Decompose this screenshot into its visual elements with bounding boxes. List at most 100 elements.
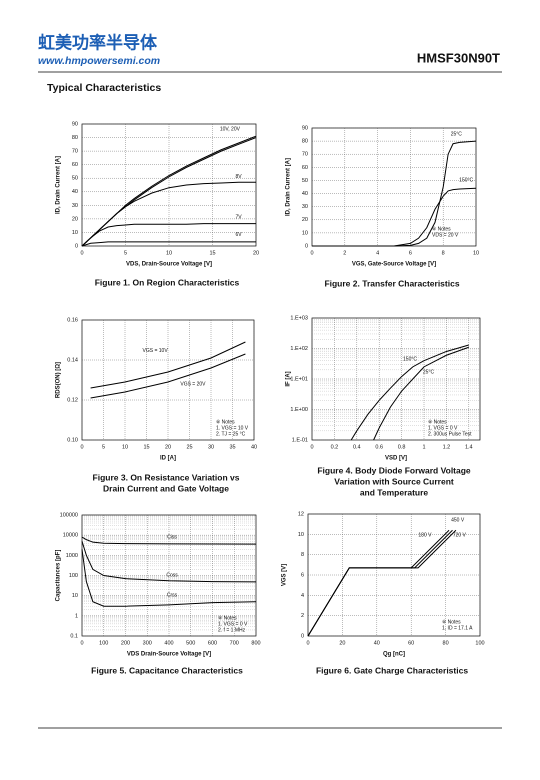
y-tick-label: 1000 [66,553,78,559]
y-tick-label: 60 [72,162,78,168]
y-tick-label: 70 [72,149,78,155]
x-tick-label: 10 [166,250,172,256]
note: 2. f = 1 MHz [218,627,246,633]
y-tick-label: 1.E+00 [290,407,308,413]
x-tick-label: 100 [475,640,484,646]
y-tick-label: 10000 [63,533,78,539]
x-tick-label: 0.4 [353,444,361,450]
figure-caption: Variation with Source Current [334,476,454,486]
plot-area [311,127,477,247]
chart: 0 2 4 6 8 10 12 0 20 40 60 80 100 Qg [nC] VGS [V] 180 V… [282,511,485,675]
y-tick-label: 6 [301,572,304,578]
chart: 0 10 20 30 40 50 60 70 80 90 0 2 4 6 8 10 VGS, Gate-Sour… [286,125,479,288]
y-tick-label: 8 [301,552,304,558]
y-tick-label: 10 [298,532,304,538]
note: VDS = 20 V [432,232,459,238]
x-tick-label: 5 [102,444,105,450]
x-tick-label: 1 [422,444,425,450]
y-tick-label: 40 [302,191,308,197]
y-tick-label: 1.E+01 [290,376,308,382]
series-label: 720 V [453,533,467,539]
series-label: 150°C [459,177,473,183]
x-tick-label: 40 [374,640,380,646]
series-label: VGS = 10V [143,348,169,354]
note: ※ Notes [428,419,447,425]
x-axis-label: VGS, Gate-Source Voltage [V] [352,262,436,268]
y-axis-label: ID, Drain Current [A] [56,156,62,214]
y-tick-label: 50 [72,176,78,182]
x-tick-label: 40 [251,444,257,450]
x-tick-label: 4 [376,250,379,256]
x-tick-label: 0 [80,640,83,646]
y-tick-label: 1.E+03 [290,315,308,321]
x-tick-label: 20 [253,250,259,256]
x-axis-label: ID [A] [160,456,176,462]
note: 1. VGS = 0 V [218,621,248,627]
y-tick-label: 4 [301,593,304,599]
x-tick-label: 0 [80,444,83,450]
x-tick-label: 800 [251,640,260,646]
x-axis-label: Qg [nC] [383,652,405,658]
series-label: Crss [167,593,178,599]
figure-caption: Figure 1. On Region Characteristics [95,277,240,287]
series-label: Coss [166,573,178,579]
series-line [307,529,453,637]
series-line [350,344,469,441]
series-label: 180 V [418,533,432,539]
series-label: 25°C [423,369,435,375]
y-tick-label: 1.E-01 [292,437,308,443]
figure-caption: Figure 4. Body Diode Forward Voltage [317,465,471,475]
figure-caption: Figure 5. Capacitance Characteristics [91,665,243,675]
x-tick-label: 200 [121,640,130,646]
series-label: Ciss [167,535,177,541]
x-tick-label: 0.6 [375,444,383,450]
series-label: 8V [236,174,243,180]
series-line [81,223,256,247]
y-tick-label: 0 [75,243,78,249]
x-tick-label: 500 [186,640,195,646]
chart: 0.1 1 10 100 1000 10000 100000 0 100 200 300 400 500… [56,512,261,675]
note: 2. TJ = 25 °C [216,431,246,437]
x-tick-label: 0 [310,250,313,256]
y-tick-label: 80 [72,135,78,141]
y-tick-label: 60 [302,165,308,171]
y-tick-label: 0.16 [67,317,78,323]
series-line [81,241,256,247]
y-tick-label: 0 [305,243,308,249]
series-line [90,341,246,389]
y-tick-label: 100 [69,573,78,579]
x-axis-label: VDS Drain-Source Voltage [V] [127,652,211,658]
x-tick-label: 80 [443,640,449,646]
y-tick-label: 10 [72,593,78,599]
y-tick-label: 40 [72,189,78,195]
x-tick-label: 5 [124,250,127,256]
x-tick-label: 15 [209,250,215,256]
series-line [373,346,469,441]
note: ※ Notes [218,615,237,621]
chart: 0 10 20 30 40 50 60 70 80 90 0 5 10 15 20 VDS, Drain-So… [56,121,259,287]
note: ※ Notes [216,419,235,425]
company-name: 虹美功率半导体 [38,32,158,52]
x-tick-label: 100 [99,640,108,646]
y-tick-label: 30 [302,204,308,210]
series-label: 7V [236,215,243,221]
x-tick-label: 0 [306,640,309,646]
website: www.hmpowersemi.com [38,55,160,67]
y-tick-label: 20 [302,217,308,223]
x-tick-label: 10 [473,250,479,256]
series-line [312,187,477,247]
y-tick-label: 2 [301,613,304,619]
x-tick-label: 700 [230,640,239,646]
x-tick-label: 35 [229,444,235,450]
x-tick-label: 0 [80,250,83,256]
x-tick-label: 20 [165,444,171,450]
y-axis-label: VGS [V] [282,564,288,586]
note: 1. ID = 17.1 A [442,625,473,631]
x-tick-label: 30 [208,444,214,450]
x-tick-label: 2 [343,250,346,256]
x-tick-label: 1.2 [443,444,451,450]
x-tick-label: 400 [164,640,173,646]
x-tick-label: 20 [339,640,345,646]
